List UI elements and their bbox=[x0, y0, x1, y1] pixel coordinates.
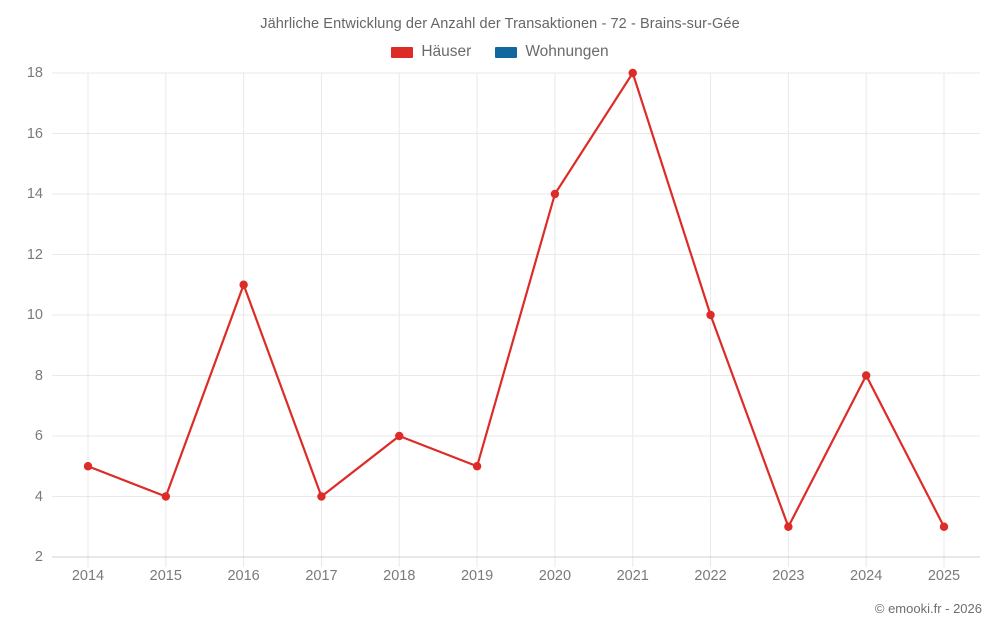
data-point[interactable] bbox=[317, 492, 326, 501]
series-line-häuser bbox=[86, 71, 946, 528]
data-point[interactable] bbox=[395, 431, 404, 441]
x-tick-label: 2018 bbox=[383, 568, 416, 584]
plot-area bbox=[52, 68, 980, 567]
y-tick-label: 16 bbox=[26, 125, 43, 142]
x-tick-label: 2024 bbox=[850, 568, 883, 584]
x-tick-label: 2023 bbox=[772, 568, 805, 584]
legend-item-wohnungen[interactable]: Wohnungen bbox=[495, 43, 609, 61]
data-point[interactable] bbox=[83, 462, 93, 471]
data-point[interactable] bbox=[861, 371, 871, 380]
x-tick-label: 2020 bbox=[538, 568, 572, 584]
x-tick-label: 2015 bbox=[149, 568, 182, 584]
horizontal-gridlines bbox=[52, 72, 980, 558]
x-tick-label: 2021 bbox=[616, 568, 649, 584]
x-tick-label: 2017 bbox=[305, 568, 338, 584]
legend-item-hauser[interactable]: Häuser bbox=[391, 43, 471, 61]
legend-color-swatch-wohnungen bbox=[495, 46, 518, 58]
y-tick-label: 12 bbox=[26, 246, 43, 263]
y-tick-label: 2 bbox=[34, 549, 43, 565]
y-tick-label: 6 bbox=[34, 428, 43, 444]
x-tick-label: 2014 bbox=[71, 568, 105, 584]
data-point[interactable] bbox=[784, 522, 793, 531]
chart-title: Jährliche Entwicklung der Anzahl der Tra… bbox=[260, 16, 740, 32]
x-tick-label: 2019 bbox=[460, 568, 494, 584]
x-tick-label: 2022 bbox=[694, 568, 727, 584]
data-point[interactable] bbox=[161, 492, 171, 501]
y-tick-label: 8 bbox=[34, 367, 43, 384]
chart-legend: Häuser Wohnungen bbox=[0, 43, 1000, 61]
legend-color-swatch-hauser bbox=[391, 46, 414, 58]
y-tick-label: 14 bbox=[26, 186, 43, 202]
data-point[interactable] bbox=[628, 68, 637, 78]
data-point[interactable] bbox=[550, 189, 560, 199]
y-tick-label: 4 bbox=[34, 488, 43, 505]
y-axis: 2 4 6 8 10 12 14 16 18 bbox=[0, 0, 52, 625]
data-point[interactable] bbox=[239, 280, 248, 289]
series-lines bbox=[86, 71, 946, 528]
data-point[interactable] bbox=[706, 310, 715, 320]
vertical-gridlines bbox=[87, 73, 945, 567]
x-tick-label: 2025 bbox=[927, 568, 961, 584]
y-tick-label: 10 bbox=[26, 307, 43, 323]
plot-svg bbox=[52, 68, 980, 567]
x-tick-label: 2016 bbox=[227, 568, 260, 584]
series-markers bbox=[83, 68, 949, 531]
legend-label-hauser: Häuser bbox=[421, 43, 472, 60]
data-point[interactable] bbox=[472, 462, 482, 471]
copyright-credit: © emooki.fr - 2026 bbox=[874, 601, 982, 616]
legend-label-wohnungen: Wohnungen bbox=[525, 43, 609, 60]
data-point[interactable] bbox=[939, 522, 949, 531]
y-tick-label: 18 bbox=[26, 65, 43, 81]
